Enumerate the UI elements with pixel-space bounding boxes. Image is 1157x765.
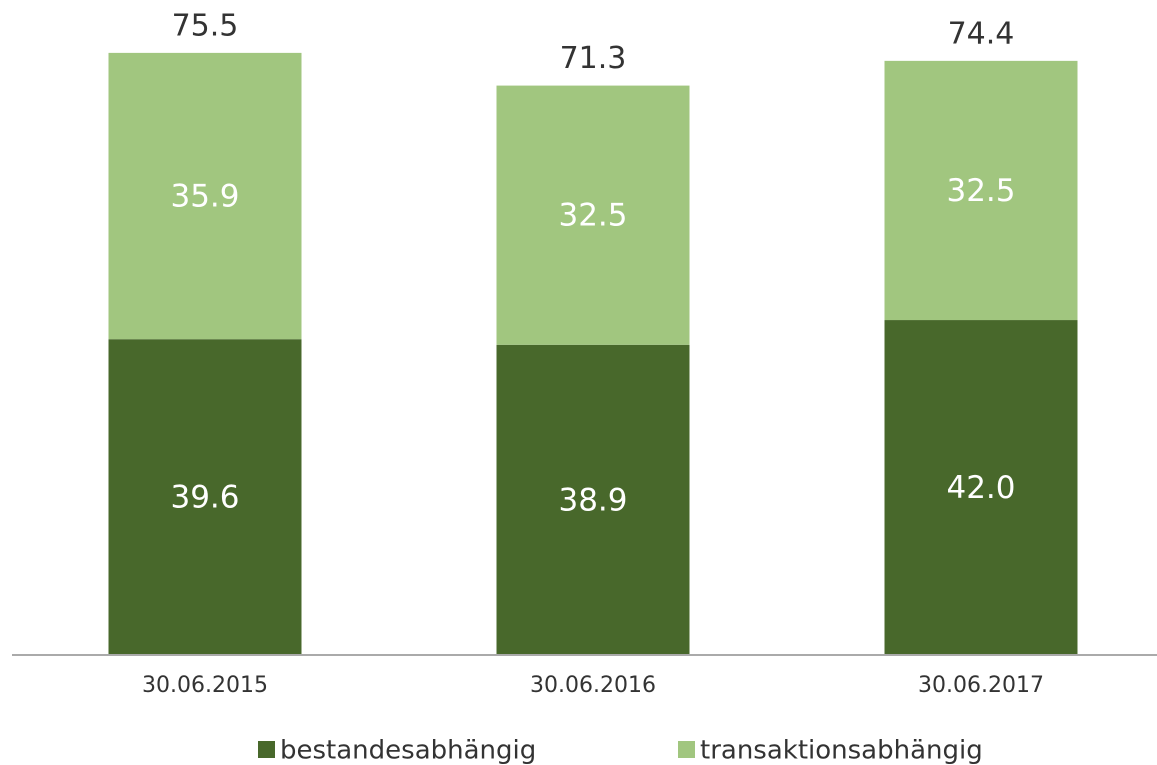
bar-segment	[496, 344, 690, 655]
bar-segment	[108, 339, 302, 655]
bar-segment	[884, 60, 1078, 321]
data-label: 39.6	[170, 480, 239, 516]
total-label: 74.4	[948, 16, 1015, 51]
data-label: 35.9	[170, 179, 239, 215]
legend-label: transaktionsabhängig	[700, 736, 983, 765]
total-label: 75.5	[172, 8, 239, 43]
legend-label: bestandesabhängig	[280, 736, 536, 765]
bar-segment	[884, 320, 1078, 655]
x-tick-label: 30.06.2016	[530, 673, 656, 698]
data-label: 32.5	[946, 173, 1015, 209]
data-label: 32.5	[558, 198, 627, 234]
data-label: 38.9	[558, 482, 627, 518]
total-label: 71.3	[560, 41, 627, 76]
x-tick-label: 30.06.2015	[142, 673, 268, 698]
bar-segment	[496, 85, 690, 345]
legend-swatch	[258, 741, 275, 758]
x-tick-label: 30.06.2017	[918, 673, 1044, 698]
data-label: 42.0	[946, 470, 1015, 506]
legend-swatch	[678, 741, 695, 758]
bar-segment	[108, 52, 302, 340]
